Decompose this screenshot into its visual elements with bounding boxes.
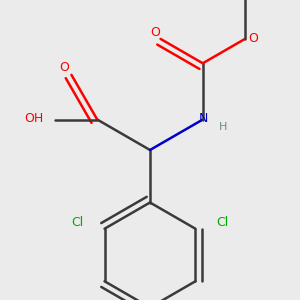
Text: O: O [59, 61, 69, 74]
Text: O: O [248, 32, 258, 45]
Text: H: H [219, 122, 228, 132]
Text: Cl: Cl [72, 216, 84, 229]
Text: OH: OH [25, 112, 44, 125]
Text: O: O [150, 26, 160, 39]
Text: N: N [199, 112, 208, 125]
Text: Cl: Cl [216, 216, 228, 229]
